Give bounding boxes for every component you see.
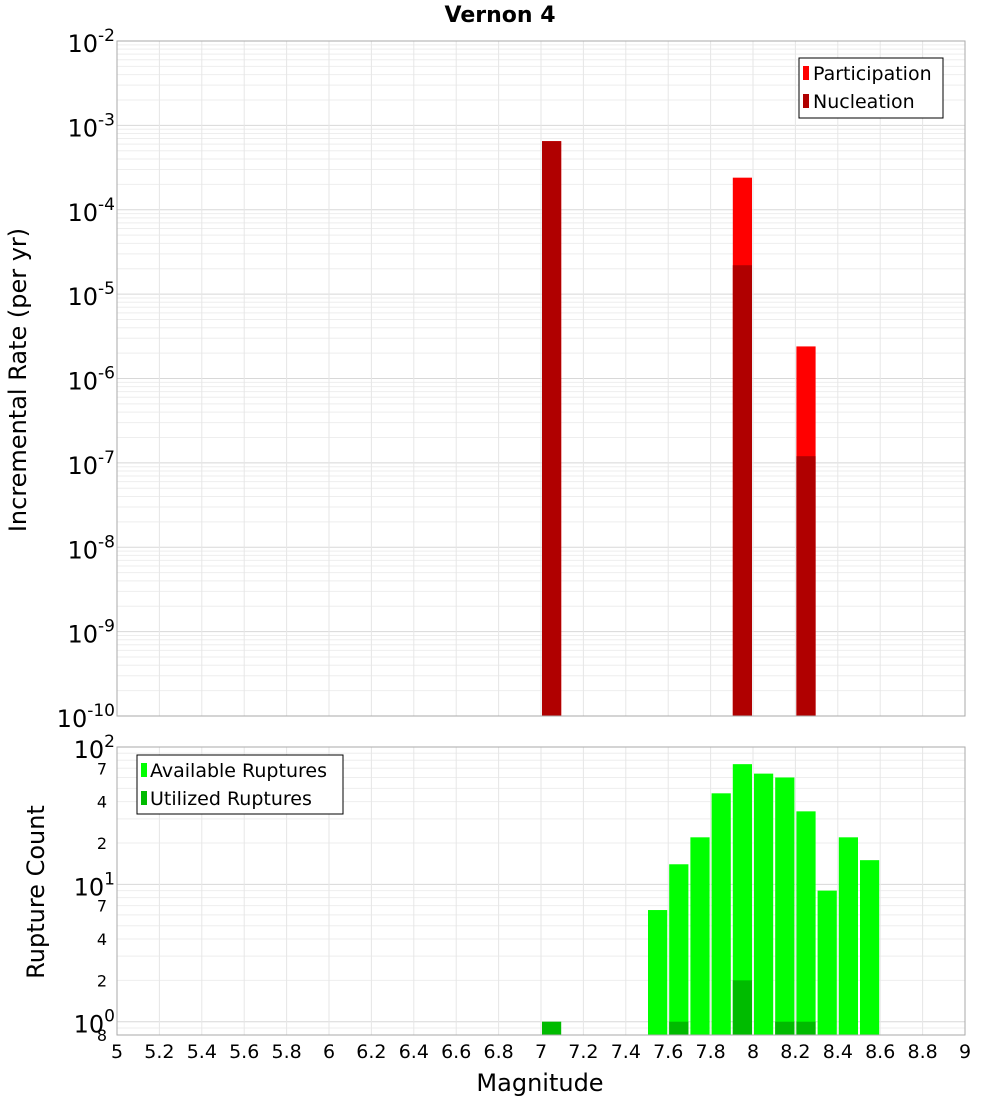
- rate-y-tick-label: 10-4: [68, 195, 116, 227]
- count-y-minor-tick-label: 2: [97, 834, 107, 853]
- magnitude-x-tick-label: 5.8: [271, 1041, 301, 1063]
- utilized-ruptures-bar: [796, 1021, 816, 1035]
- magnitude-x-tick-label: 8.2: [780, 1041, 810, 1063]
- magnitude-x-tick-label: 5.4: [187, 1041, 217, 1063]
- rate-y-tick-label: 10-7: [68, 448, 116, 480]
- count-y-minor-tick-label: 8: [97, 1026, 107, 1045]
- count-y-axis-label: Rupture Count: [22, 805, 50, 979]
- utilized-ruptures-bar: [732, 980, 752, 1035]
- rate-y-tick-label: 10-5: [68, 279, 116, 311]
- magnitude-x-tick-label: 8.8: [907, 1041, 937, 1063]
- magnitude-x-tick-label: 7.8: [695, 1041, 725, 1063]
- magnitude-x-axis-label: Magnitude: [476, 1069, 603, 1097]
- chart-title: Vernon 4: [445, 3, 556, 28]
- available-ruptures-bar: [648, 910, 668, 1035]
- count-y-minor-tick-label: 2: [97, 971, 107, 990]
- count-y-major-tick-label: 101: [74, 869, 115, 901]
- magnitude-x-tick-label: 6.8: [483, 1041, 513, 1063]
- available-ruptures-bar: [838, 837, 858, 1035]
- count-legend: Available Ruptures Utilized Ruptures: [136, 754, 344, 815]
- available-ruptures-bar: [711, 793, 731, 1035]
- magnitude-x-tick-label: 6.2: [356, 1041, 386, 1063]
- rate-y-tick-label: 10-6: [68, 364, 116, 396]
- utilized-ruptures-bar: [542, 1021, 562, 1035]
- available-ruptures-bar: [732, 764, 752, 1035]
- rate-y-tick-label: 10-10: [57, 701, 115, 733]
- magnitude-x-tick-label: 5: [111, 1041, 123, 1063]
- count-y-minor-tick-label: 4: [97, 930, 107, 949]
- participation-legend-swatch: [803, 66, 809, 80]
- rate-legend-box: [798, 57, 944, 119]
- available-ruptures-bar: [669, 864, 689, 1035]
- rate-plot-border: [116, 40, 966, 717]
- rate-y-tick-label: 10-3: [68, 110, 116, 142]
- count-y-major-tick-label: 102: [74, 732, 115, 764]
- count-plot-border: [116, 746, 966, 1036]
- rate-plot-panel: 10-2 10-3 10-4 10-5 10-6 10-7 10-8 10-9 10-10 Par…: [57, 26, 966, 733]
- count-y-major-tick-label: 100: [74, 1007, 115, 1039]
- magnitude-x-tick-label: 7.4: [611, 1041, 641, 1063]
- nucleation-bar: [796, 456, 816, 716]
- rate-y-tick-label: 10-8: [68, 532, 116, 564]
- available-ruptures-bar: [754, 773, 774, 1035]
- magnitude-x-tick-label: 5.6: [229, 1041, 259, 1063]
- magnitude-x-tick-label: 8: [747, 1041, 759, 1063]
- rate-y-axis-label: Incremental Rate (per yr): [4, 228, 32, 532]
- magnitude-x-tick-label: 7.2: [568, 1041, 598, 1063]
- available-ruptures-bar: [817, 890, 837, 1035]
- rate-y-tick-label: 10-9: [68, 617, 116, 649]
- magnitude-x-tick-label: 6.4: [399, 1041, 429, 1063]
- available-ruptures-bar: [775, 777, 795, 1035]
- count-y-minor-tick-label: 4: [97, 793, 107, 812]
- nucleation-bar: [542, 141, 562, 717]
- available-ruptures-legend-swatch: [141, 763, 147, 777]
- available-ruptures-bar: [860, 860, 880, 1035]
- magnitude-x-tick-label: 6: [323, 1041, 335, 1063]
- utilized-ruptures-legend-swatch: [141, 791, 147, 805]
- magnitude-x-tick-label: 8.4: [823, 1041, 853, 1063]
- magnitude-x-tick-label: 5.2: [144, 1041, 174, 1063]
- available-ruptures-legend-label: Available Ruptures: [150, 760, 327, 782]
- utilized-ruptures-bar: [669, 1021, 689, 1035]
- available-ruptures-bar: [796, 811, 816, 1035]
- nucleation-legend-swatch: [803, 94, 809, 108]
- count-y-minor-tick-label: 7: [97, 759, 107, 778]
- utilized-ruptures-legend-label: Utilized Ruptures: [150, 788, 312, 810]
- magnitude-x-tick-label: 9: [959, 1041, 971, 1063]
- magnitude-x-tick-label: 6.6: [441, 1041, 471, 1063]
- participation-legend-label: Participation: [813, 63, 932, 85]
- count-y-minor-tick-label: 7: [97, 897, 107, 916]
- count-legend-box: [136, 754, 344, 815]
- available-ruptures-bar: [690, 837, 710, 1035]
- magnitude-x-tick-label: 7.6: [653, 1041, 683, 1063]
- nucleation-legend-label: Nucleation: [813, 91, 915, 113]
- magnitude-x-tick-label: 8.6: [865, 1041, 895, 1063]
- magnitude-x-tick-label: 7: [535, 1041, 547, 1063]
- nucleation-bar: [732, 265, 752, 716]
- utilized-ruptures-bar: [775, 1021, 795, 1035]
- rate-legend: Participation Nucleation: [798, 57, 944, 119]
- rate-y-tick-label: 10-2: [68, 26, 116, 58]
